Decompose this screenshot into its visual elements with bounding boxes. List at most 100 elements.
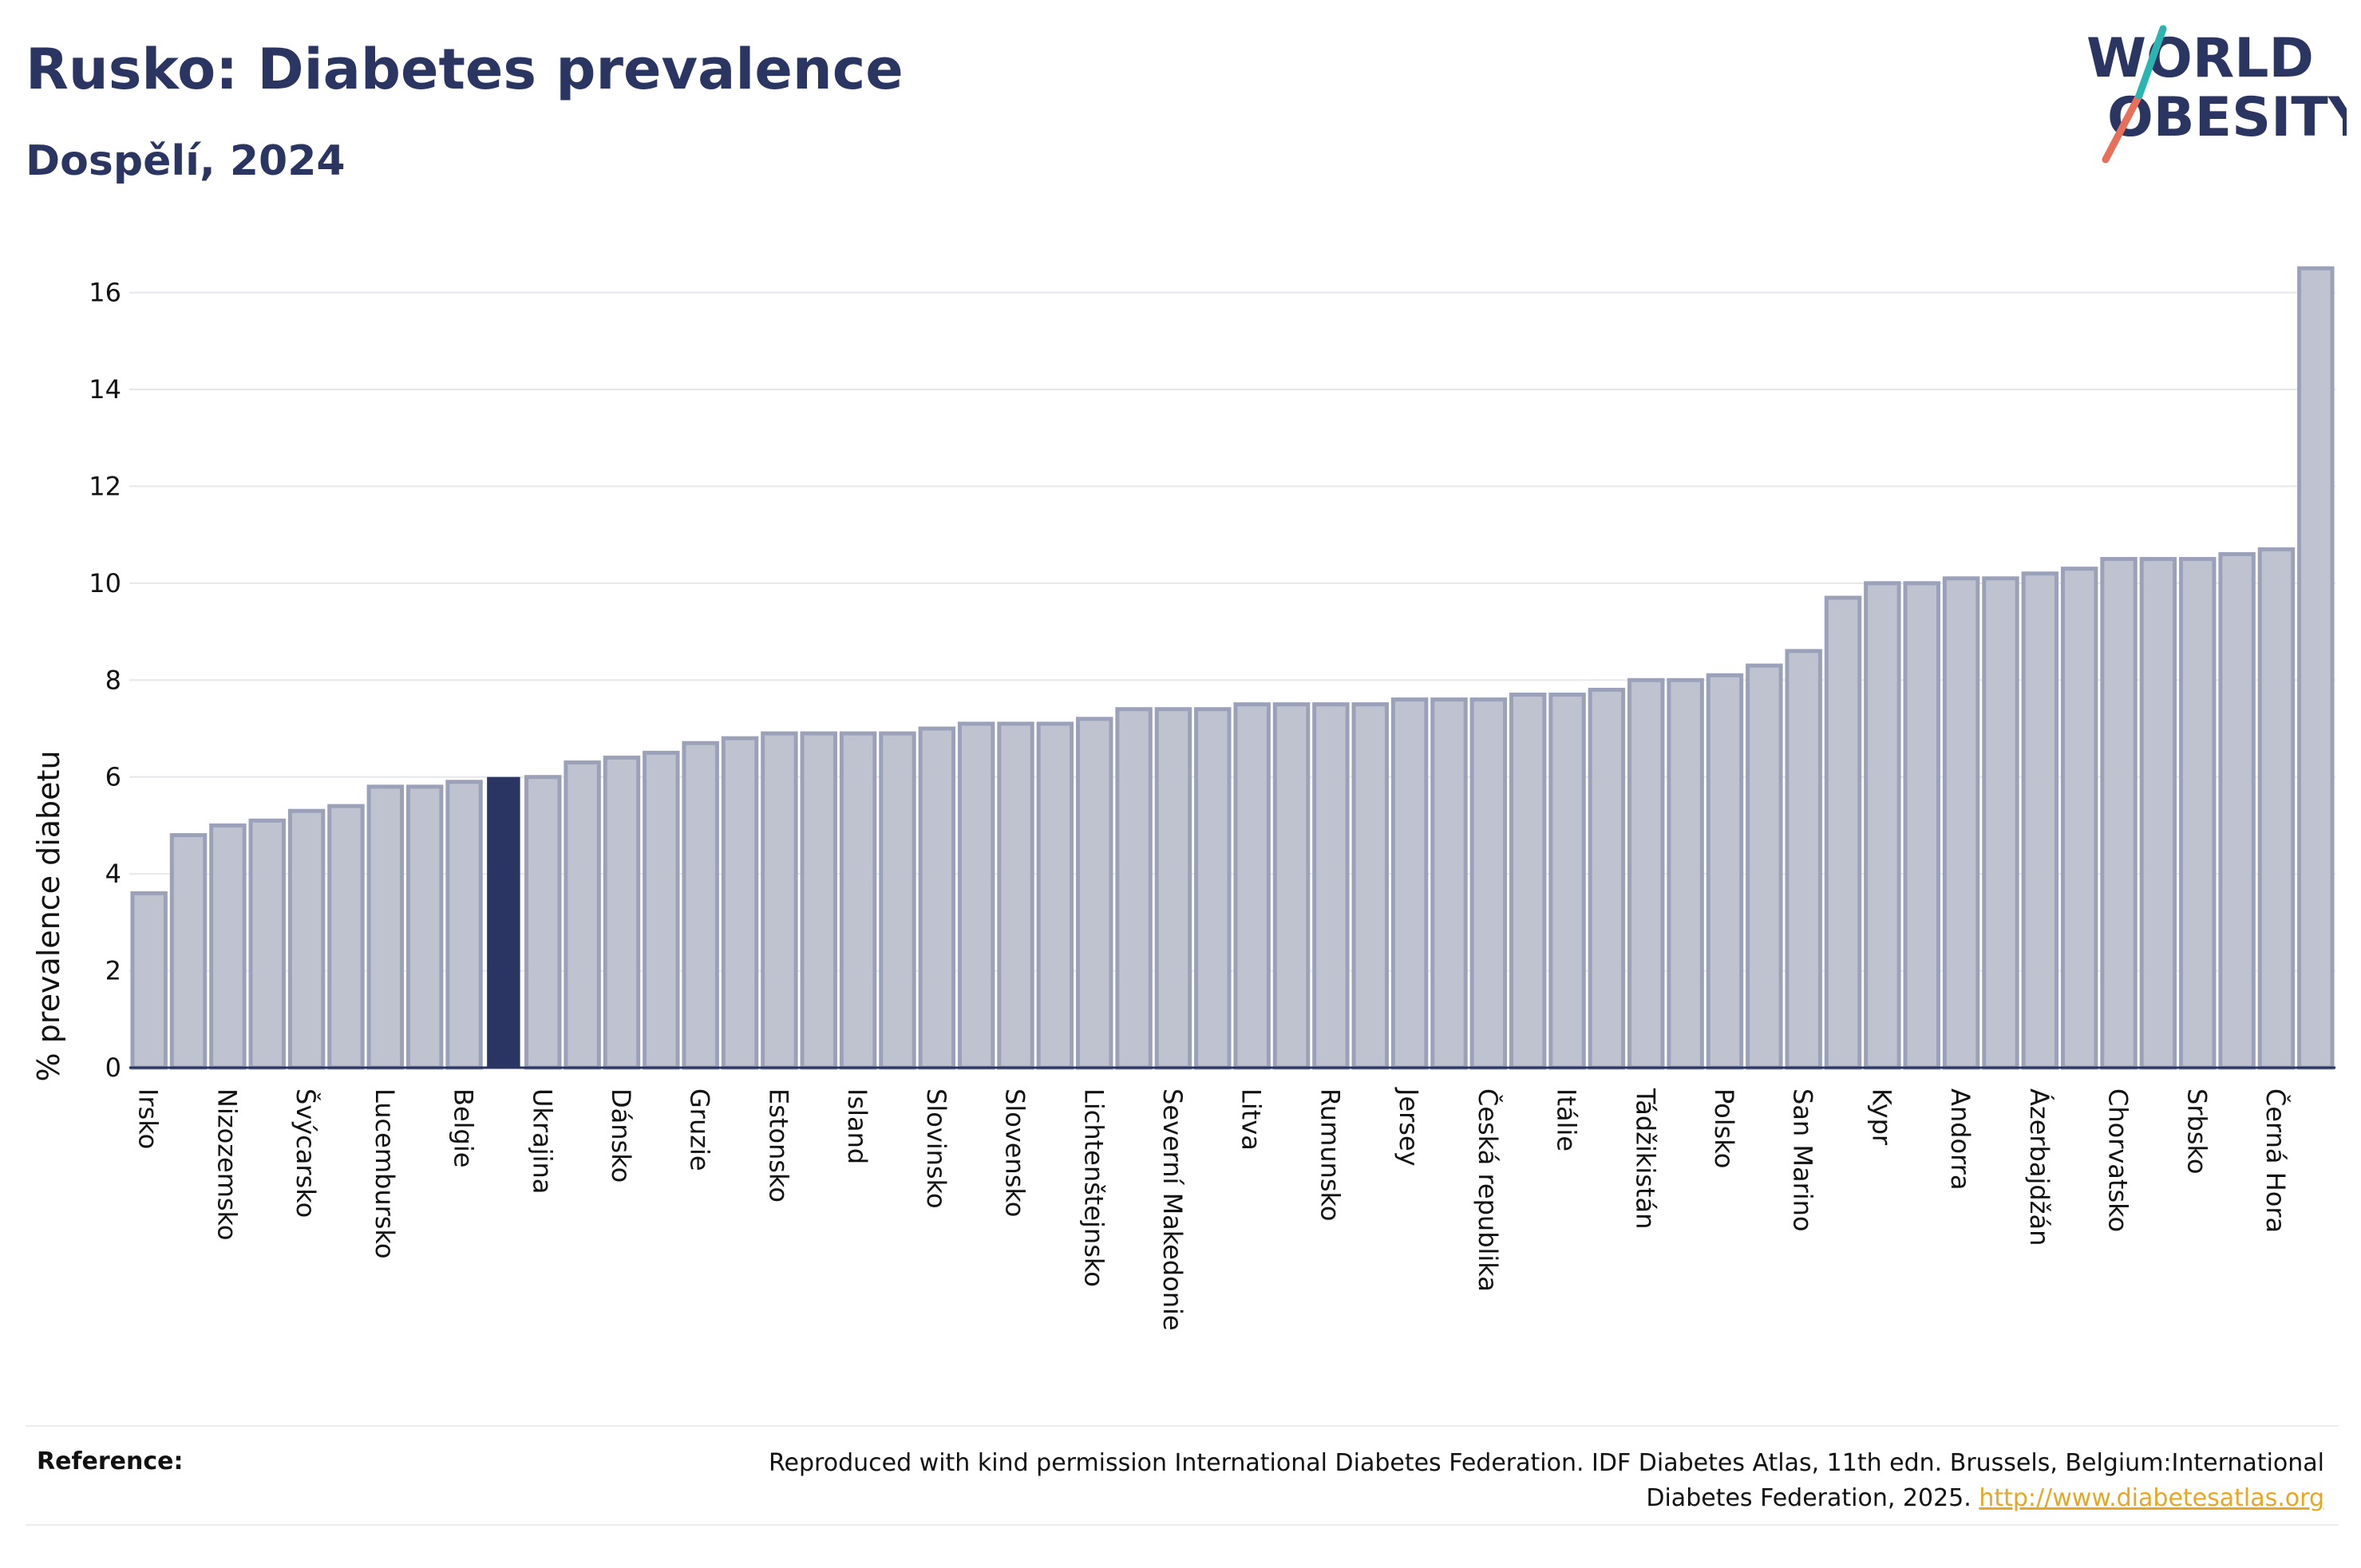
- bar: [2297, 266, 2335, 1070]
- y-tick-label: 16: [89, 278, 121, 308]
- x-tick-label: Island: [842, 1088, 872, 1164]
- x-tick-label: Slovensko: [1000, 1088, 1030, 1217]
- x-tick-label: Srbsko: [2181, 1088, 2212, 1174]
- x-tick-label: Estonsko: [763, 1088, 793, 1203]
- bar: [957, 721, 995, 1070]
- x-tick-label: Severní Makedonie: [1157, 1088, 1188, 1331]
- bars: [130, 266, 2335, 1070]
- x-tick-label: Švýcarsko: [291, 1088, 322, 1218]
- footer-divider-top: [26, 1425, 2339, 1427]
- bar: [1824, 595, 1862, 1070]
- bar: [169, 833, 208, 1070]
- y-tick-label: 2: [105, 956, 121, 986]
- logo-slash-lower: [2102, 92, 2143, 164]
- x-tick-label: Polsko: [1709, 1088, 1739, 1168]
- x-tick-label: Irsko: [133, 1088, 164, 1149]
- logo-slash-upper: [2135, 25, 2167, 100]
- x-tick-label: Belgie: [449, 1088, 479, 1167]
- bar: [1430, 697, 1468, 1070]
- y-tick-label: 6: [105, 762, 121, 792]
- bar: [1233, 702, 1271, 1070]
- bar: [2218, 551, 2256, 1070]
- bar: [287, 808, 326, 1070]
- bar: [1509, 693, 1547, 1070]
- bar: [2100, 557, 2138, 1070]
- bar: [1627, 677, 1665, 1070]
- bar: [1469, 697, 1508, 1070]
- x-tick-label: Slovinsko: [921, 1088, 951, 1209]
- bar: [1272, 702, 1311, 1070]
- y-tick-labels: 0 2 4 6 8 10 12 14 16: [89, 278, 121, 1083]
- bar: [524, 775, 562, 1070]
- bar: [1667, 677, 1704, 1070]
- bar: [366, 784, 405, 1070]
- y-tick-label: 8: [105, 665, 121, 695]
- chart-subtitle: Dospělí, 2024: [26, 137, 346, 185]
- x-tick-labels: Irsko Nizozemsko Švýcarsko Lucembursko Belgi…: [133, 1087, 2292, 1331]
- x-tick-label: Nizozemsko: [212, 1088, 242, 1241]
- bar: [405, 784, 444, 1070]
- bar: [761, 731, 798, 1070]
- bar: [879, 731, 916, 1070]
- x-tick-label: Gruzie: [685, 1088, 715, 1171]
- bar: [2257, 547, 2296, 1070]
- bar: [2060, 567, 2098, 1070]
- reference-link[interactable]: http://www.diabetesatlas.org: [1979, 1484, 2324, 1512]
- bar: [1588, 687, 1626, 1070]
- x-tick-label: San Marino: [1788, 1088, 1818, 1232]
- bar: [248, 818, 286, 1070]
- bar: [800, 731, 837, 1070]
- x-tick-label: Lichtenštejnsko: [1078, 1088, 1109, 1287]
- y-tick-label: 12: [89, 471, 121, 501]
- x-tick-label: Rumunsko: [1315, 1088, 1345, 1221]
- bar: [1390, 697, 1429, 1070]
- bar: [918, 726, 956, 1070]
- logo-line-2: OBESITY: [2107, 86, 2347, 149]
- bar: [1982, 576, 2019, 1070]
- bar: [839, 731, 877, 1070]
- x-tick-label: Lucembursko: [370, 1088, 400, 1258]
- chart-title: Rusko: Diabetes prevalence: [26, 37, 904, 102]
- x-tick-label: Chorvatsko: [2103, 1088, 2134, 1232]
- y-tick-label: 0: [105, 1053, 121, 1083]
- bar: [1076, 717, 1113, 1070]
- bar: [327, 804, 365, 1070]
- bar: [445, 780, 483, 1070]
- y-tick-label: 4: [105, 859, 121, 889]
- bar: [1548, 693, 1586, 1070]
- x-tick-label: Ázerbajdžán: [2024, 1088, 2055, 1246]
- bar: [564, 760, 601, 1070]
- y-tick-label: 10: [89, 568, 121, 598]
- bar: [1903, 581, 1940, 1070]
- x-tick-label: Dánsko: [606, 1088, 636, 1183]
- bar: [209, 823, 247, 1070]
- world-obesity-logo: WORLD OBESITY: [2086, 25, 2347, 164]
- bar: [682, 741, 719, 1070]
- reference-body: Reproduced with kind permission Internat…: [769, 1449, 2324, 1512]
- bar: [1312, 702, 1350, 1070]
- reference-label: Reference:: [37, 1448, 184, 1475]
- bar: [1785, 649, 1822, 1070]
- bar: [1036, 721, 1074, 1070]
- bar: [721, 736, 759, 1070]
- bar: [1154, 707, 1192, 1070]
- x-tick-label: Andorra: [1945, 1088, 1975, 1190]
- x-tick-label: Černá Hora: [2260, 1088, 2292, 1233]
- footer-divider-bottom: [26, 1524, 2339, 1526]
- x-tick-label: Tádžikistán: [1630, 1088, 1660, 1229]
- x-tick-label: Itálie: [1552, 1088, 1582, 1151]
- bar-chart: 0 2 4 6 8 10 12 14 16 Irsko Nizozemsko Švýcarsko Lu…: [31, 266, 2335, 1331]
- x-tick-label: Kypr: [1866, 1088, 1896, 1146]
- bar: [1351, 702, 1389, 1070]
- x-tick-label: Jersey: [1394, 1087, 1424, 1167]
- x-tick-label: Litva: [1236, 1088, 1267, 1151]
- bar: [1942, 576, 1980, 1070]
- bar: [1194, 707, 1232, 1070]
- x-tick-label: Ukrajina: [527, 1088, 557, 1194]
- bar: [997, 721, 1034, 1070]
- bar: [2179, 557, 2217, 1070]
- bar-highlight: [487, 776, 520, 1068]
- logo-line-1: WORLD: [2086, 27, 2314, 90]
- y-axis-label: % prevalence diabetu: [31, 750, 66, 1081]
- reference-text: Reproduced with kind permission Internat…: [688, 1446, 2324, 1516]
